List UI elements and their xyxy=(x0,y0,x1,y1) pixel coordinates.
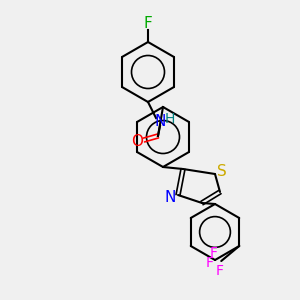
Text: F: F xyxy=(144,16,152,32)
Text: N: N xyxy=(164,190,176,205)
Text: F: F xyxy=(209,246,217,260)
Text: F: F xyxy=(205,256,213,270)
Text: F: F xyxy=(215,264,223,278)
Text: S: S xyxy=(217,164,227,179)
Text: O: O xyxy=(131,134,143,149)
Text: H: H xyxy=(165,112,175,126)
Text: N: N xyxy=(154,113,166,128)
